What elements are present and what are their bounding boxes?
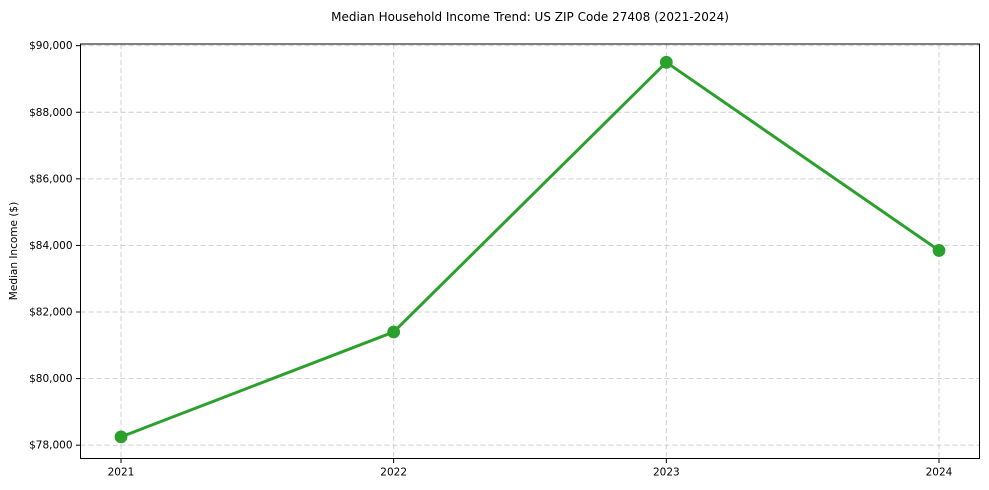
data-point-2023 (659, 55, 673, 69)
x-tick-label: 2022 (380, 467, 407, 479)
y-tick-label: $88,000 (29, 107, 72, 119)
plot-border (80, 43, 980, 459)
series-layer (114, 55, 946, 444)
x-tick-label: 2023 (653, 467, 680, 479)
income-trend-line (119, 60, 941, 439)
y-tick-label: $78,000 (29, 440, 72, 452)
y-axis-label: Median Income ($) (8, 202, 20, 300)
data-point-2024 (932, 244, 946, 257)
chart-title: Median Household Income Trend: US ZIP Co… (331, 10, 729, 24)
y-tick-label: $84,000 (29, 240, 72, 252)
y-tick-label: $82,000 (29, 307, 72, 319)
data-point-2021 (114, 430, 128, 444)
data-point-2022 (387, 325, 401, 339)
y-tick-label: $90,000 (29, 40, 72, 52)
x-tick-label: 2021 (108, 467, 135, 479)
y-tick-label: $80,000 (29, 373, 72, 385)
grid-layer (80, 44, 980, 459)
axis-layer: $78,000 $80,000 $82,000 $84,000 $86,000 $88,0… (29, 40, 953, 478)
x-tick-label: 2024 (926, 467, 953, 479)
y-tick-label: $86,000 (29, 173, 72, 185)
